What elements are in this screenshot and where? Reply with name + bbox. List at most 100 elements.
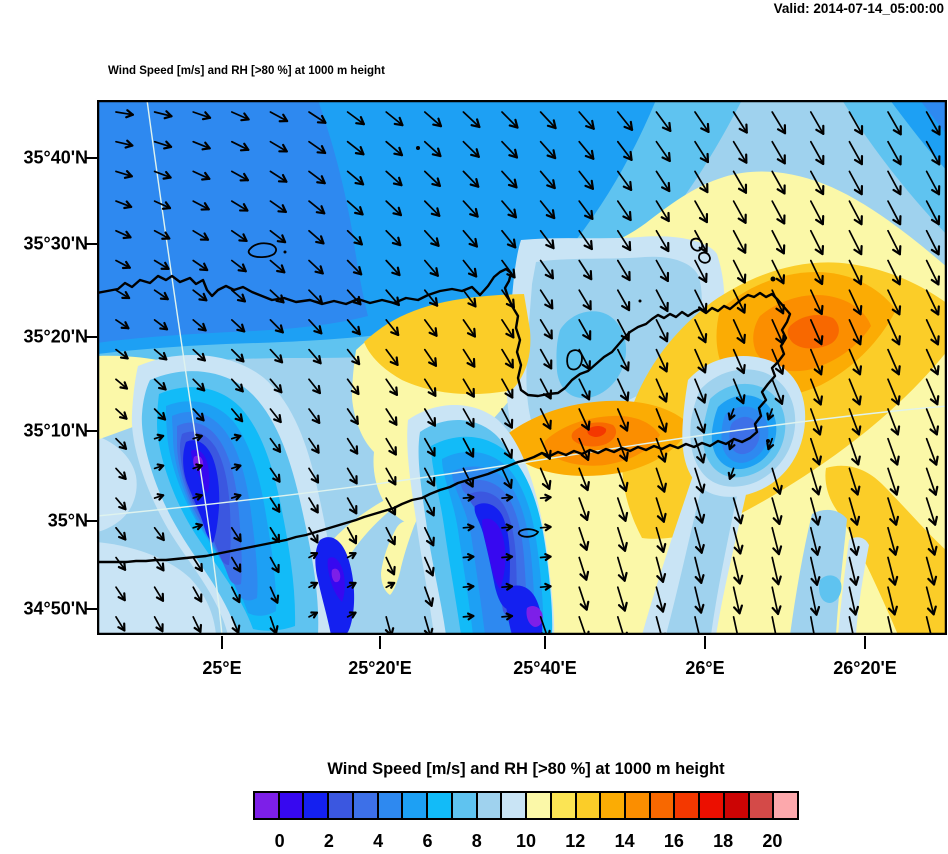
wind-arrow-shaft: [192, 616, 202, 633]
parallel-35N: [97, 405, 947, 517]
wind-arrow-head: [124, 321, 130, 330]
wind-arrow-head: [739, 514, 744, 525]
wind-arrow-head: [930, 368, 939, 376]
wind-arrow-head: [544, 303, 554, 310]
wind-arrow-shaft: [385, 259, 401, 276]
wind-arrow-head: [620, 334, 630, 342]
wind-arrow-shaft: [578, 229, 593, 250]
wind-arrow-head: [695, 485, 704, 494]
lat-tick: [85, 608, 97, 610]
wind-arrow-head: [435, 267, 439, 277]
wind-arrow-head: [278, 443, 282, 453]
wind-arrow-head: [161, 562, 165, 572]
wind-arrow-head: [934, 515, 938, 526]
wind-arrow-head: [585, 600, 590, 611]
wind-arrow-shaft: [539, 616, 548, 635]
wind-speed-rh-map: [97, 100, 947, 635]
wind-arrow-head: [697, 336, 707, 344]
wind-arrow-head: [699, 603, 705, 614]
wind-arrow-head: [617, 604, 626, 612]
wind-arrow-head: [156, 463, 165, 467]
wind-arrow-shaft: [655, 616, 663, 635]
wind-arrow-head: [505, 332, 515, 339]
contour-region-east-streak-mid: [666, 466, 741, 635]
wind-arrow-head: [657, 485, 666, 493]
wind-arrow-head: [585, 570, 590, 581]
wind-arrow-shaft: [655, 319, 668, 343]
wind-arrow-head: [929, 428, 938, 436]
wind-arrow-head: [203, 202, 210, 211]
colorbar-segment-3: [327, 793, 352, 818]
wind-arrow-head: [541, 482, 551, 490]
wind-arrow-head: [699, 187, 709, 194]
wind-arrow-head: [467, 553, 475, 558]
wind-arrow-head: [931, 188, 941, 196]
wind-arrow-shaft: [848, 229, 863, 255]
wind-arrow-head: [661, 156, 671, 163]
wind-arrow-shaft: [230, 556, 242, 573]
wind-arrow-shaft: [192, 259, 209, 271]
wind-arrow-shaft: [462, 259, 477, 278]
wind-arrow-head: [241, 323, 246, 333]
wind-arrow-head: [123, 501, 127, 511]
wind-arrow-shaft: [925, 467, 937, 496]
wind-arrow-head: [544, 273, 554, 280]
wind-arrow-shaft: [192, 111, 211, 119]
wind-arrow-head: [661, 602, 667, 613]
wind-arrow-head: [436, 177, 442, 188]
wind-arrow-shaft: [462, 229, 478, 248]
dionysades-1: [690, 237, 704, 252]
wind-arrow-shaft: [578, 140, 595, 160]
wind-arrow-shaft: [423, 140, 442, 157]
wind-arrow-shaft: [269, 170, 288, 183]
wind-arrow-head: [851, 458, 860, 466]
wind-arrow-shaft: [887, 319, 900, 346]
wind-arrow-head: [668, 121, 672, 132]
wind-arrow-shaft: [732, 289, 746, 314]
colorbar-segment-4: [351, 793, 377, 818]
wind-arrow-head: [316, 444, 320, 454]
wind-arrow-shaft: [423, 289, 438, 307]
wind-arrow-head: [898, 275, 902, 286]
wind-arrow-head: [242, 203, 249, 212]
wind-arrow-head: [659, 335, 669, 343]
wind-arrow-head: [582, 334, 592, 341]
wind-arrow-head: [469, 213, 479, 218]
wind-arrow-head: [392, 212, 403, 217]
wind-arrow-head: [771, 606, 780, 616]
wind-arrow-head: [937, 305, 940, 316]
wind-arrow-head: [892, 188, 902, 196]
contour-region-pale-sw-corner: [97, 542, 216, 635]
wind-arrow-shaft: [616, 378, 629, 402]
wind-arrow-head: [810, 607, 818, 616]
wind-arrow-shaft: [887, 140, 902, 166]
wind-arrow-head: [818, 425, 823, 436]
wind-arrow-head: [282, 143, 288, 153]
wind-arrow-head: [590, 209, 594, 220]
colorbar-value-16: 16: [663, 831, 684, 851]
wind-arrow-shaft: [153, 229, 171, 240]
wind-arrow-head: [465, 421, 475, 428]
wind-arrow-head: [542, 453, 551, 460]
wind-arrow-head: [164, 201, 172, 210]
wind-arrow-head: [395, 386, 399, 396]
wind-arrow-head: [580, 453, 590, 461]
wind-arrow-shaft: [732, 348, 745, 374]
wind-arrow-head: [359, 115, 365, 126]
wind-arrow-head: [203, 232, 210, 241]
wind-arrow-shaft: [925, 348, 939, 376]
wind-arrow-shaft: [308, 348, 322, 365]
wind-arrow-shaft: [616, 556, 626, 582]
lon-tick: [379, 636, 381, 649]
wind-arrow-head: [467, 612, 475, 618]
wind-arrow-shaft: [115, 616, 126, 632]
wind-arrow-shaft: [848, 140, 863, 165]
wind-arrow-head: [856, 485, 861, 496]
wind-arrow-shaft: [462, 467, 474, 488]
wind-arrow-shaft: [771, 289, 784, 315]
wind-arrow-head: [782, 274, 786, 285]
wind-arrow-shaft: [694, 526, 703, 554]
wind-arrow-head: [776, 188, 786, 195]
wind-arrow-shaft: [887, 111, 902, 136]
